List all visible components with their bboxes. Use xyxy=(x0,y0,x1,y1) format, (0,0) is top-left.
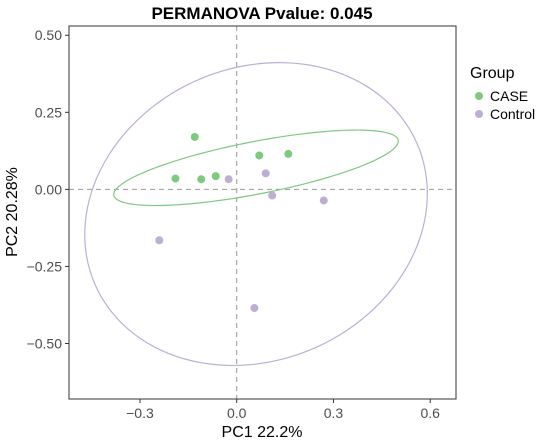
x-tick-label: 0.6 xyxy=(420,405,440,421)
x-tick-label: −0.3 xyxy=(126,405,154,421)
legend-label-control: Control xyxy=(490,106,535,122)
legend-key-control xyxy=(475,110,483,118)
point-case xyxy=(211,172,220,181)
x-tick-label: 0.0 xyxy=(227,405,247,421)
x-tick-label: 0.3 xyxy=(324,405,344,421)
point-control xyxy=(224,175,233,184)
y-tick-label: 0.25 xyxy=(35,104,62,120)
point-control xyxy=(319,196,328,205)
plot-content xyxy=(69,26,456,399)
point-control xyxy=(261,169,270,178)
ellipse-control xyxy=(84,62,428,367)
plot-border xyxy=(68,25,457,400)
chart-title: PERMANOVA Pvalue: 0.045 xyxy=(151,4,372,23)
plot-area xyxy=(69,26,456,399)
legend-title: Group xyxy=(470,65,515,82)
point-case xyxy=(284,149,293,158)
point-case xyxy=(255,151,264,160)
point-case xyxy=(190,132,199,141)
point-case xyxy=(171,174,180,183)
y-tick-label: 0.50 xyxy=(35,27,62,43)
axes: −0.3 0.0 0.3 0.6 0.50 0.25 0.00 −0.25 −0.50 xyxy=(27,27,441,421)
legend-key-case xyxy=(475,92,483,100)
legend-label-case: CASE xyxy=(490,88,528,104)
y-tick-label: 0.00 xyxy=(35,181,62,197)
point-control xyxy=(155,236,164,245)
point-control xyxy=(268,191,277,200)
y-tick-label: −0.25 xyxy=(27,258,63,274)
legend: Group CASE Control xyxy=(470,65,535,122)
ellipse-case xyxy=(113,129,399,207)
y-axis-title: PC2 20.28% xyxy=(4,167,21,257)
y-tick-label: −0.50 xyxy=(27,336,63,352)
x-axis-title: PC1 22.2% xyxy=(222,424,303,441)
point-case xyxy=(197,175,206,184)
point-control xyxy=(250,304,259,313)
